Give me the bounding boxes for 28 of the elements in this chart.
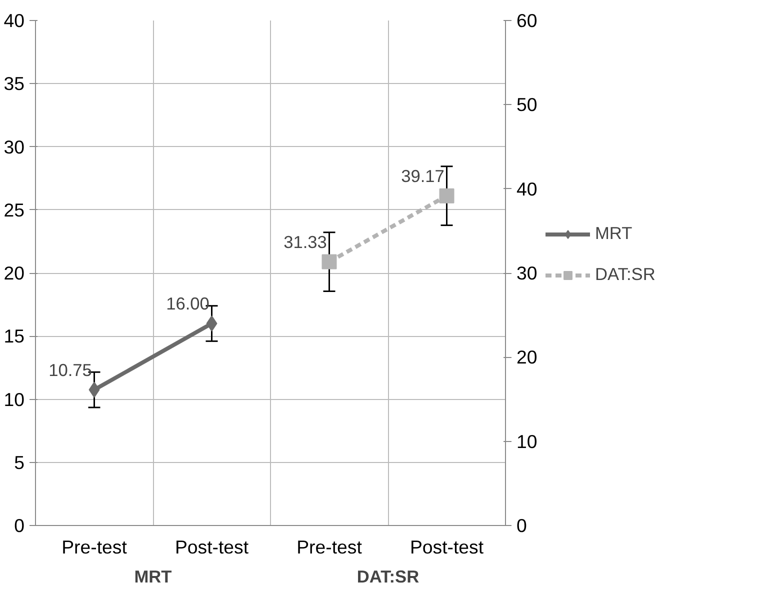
data-label: 39.17 <box>401 166 444 186</box>
legend-label: DAT:SR <box>595 264 656 285</box>
y-tick-label: 10 <box>4 388 25 410</box>
y2-tick-label: 20 <box>516 346 538 368</box>
y2-tick-label: 10 <box>516 430 538 452</box>
data-label: 10.75 <box>48 360 92 380</box>
y2-tick-label: 60 <box>516 10 538 31</box>
y2-tick-label: 30 <box>516 262 538 284</box>
y-tick-label: 25 <box>4 199 25 220</box>
y-tick-label: 15 <box>4 326 25 347</box>
y2-tick-label: 50 <box>516 94 538 116</box>
y-tick-label: 20 <box>4 262 25 284</box>
y2-tick-label: 0 <box>516 515 527 536</box>
y2-tick-label: 40 <box>516 178 538 200</box>
y-tick-label: 0 <box>14 515 25 536</box>
legend-label: MRT <box>595 223 632 244</box>
data-label: 16.00 <box>166 294 210 314</box>
x-tick-label: Pre-test <box>62 536 128 558</box>
x-tick-label: Post-test <box>174 536 250 558</box>
data-label: 31.33 <box>284 232 327 252</box>
y-tick-label: 40 <box>4 10 25 31</box>
x-tick-label: Pre-test <box>296 536 363 558</box>
text: DAT:SR <box>356 566 420 586</box>
y-tick-label: 30 <box>4 136 25 158</box>
x-tick-label: Post-test <box>410 536 484 558</box>
text: MRT <box>134 566 172 586</box>
y-tick-label: 5 <box>14 452 25 473</box>
y-tick-label: 35 <box>4 73 25 94</box>
